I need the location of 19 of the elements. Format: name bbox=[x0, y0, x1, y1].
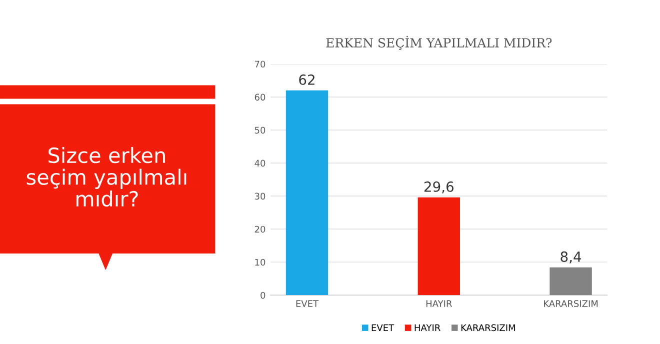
y-tick-label: 10 bbox=[255, 258, 266, 266]
y-tick-label: 0 bbox=[260, 292, 266, 299]
x-tick-label: KARARSIZIM bbox=[544, 300, 598, 307]
y-tick-label: 60 bbox=[254, 94, 266, 101]
x-tick-label: HAYIR bbox=[426, 300, 452, 307]
legend-label: EVET bbox=[372, 324, 394, 331]
data-label: 8,4 bbox=[560, 251, 582, 264]
x-tick-label: EVET bbox=[296, 300, 319, 307]
chart-title: ERKEN SEÇİM YAPILMALI MIDIR? bbox=[326, 36, 552, 50]
legend-label: KARARSIZIM bbox=[461, 324, 515, 332]
y-tick-label: 70 bbox=[254, 60, 266, 68]
y-tick-label: 50 bbox=[254, 126, 266, 134]
y-tick-label: 20 bbox=[254, 226, 266, 233]
data-label: 62 bbox=[299, 74, 314, 85]
y-tick-label: 40 bbox=[254, 160, 266, 167]
text: Sizce erken seçim yapılmalı mıdır? bbox=[26, 147, 186, 207]
data-label: 29,6 bbox=[424, 181, 454, 194]
legend-label: HAYIR bbox=[414, 324, 440, 331]
y-tick-label: 30 bbox=[254, 192, 266, 200]
